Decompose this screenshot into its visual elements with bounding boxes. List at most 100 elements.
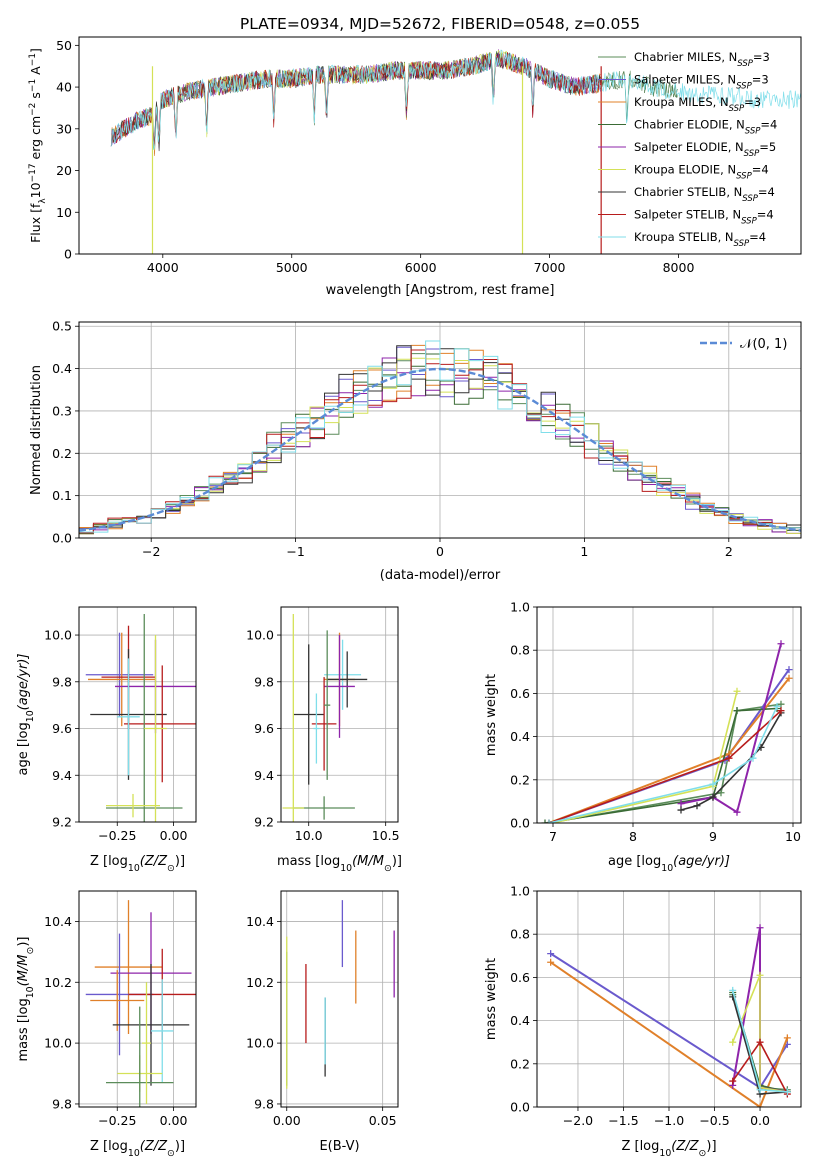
weight-marker: [773, 702, 781, 710]
legend-name: Kroupa STELIB, N: [634, 230, 734, 244]
legend-name: Salpeter ELODIE, N: [634, 140, 744, 154]
legend-entry: Salpeter MILES, NSSP=3: [634, 73, 769, 92]
x-tick-label: −1: [286, 544, 304, 559]
label-part: 10: [25, 986, 36, 998]
x-tick-label: 6000: [405, 260, 437, 275]
panel-spectrum: 4000 5000 6000 7000 8000 0 10 20 30 40 50 wavelengt…: [28, 36, 802, 298]
y-tick-label: 0.1: [52, 488, 72, 503]
x-tick-label: 7000: [534, 260, 566, 275]
axes-frame: [280, 606, 399, 823]
label-part: )]: [16, 937, 31, 947]
gaussian-legend-label: 𝒩(0, 1): [740, 337, 787, 352]
label-part: age [log: [16, 722, 31, 775]
weight-marker: [785, 666, 793, 674]
y-tick-label: 0.0: [510, 816, 530, 831]
weight-line: [548, 706, 778, 823]
legend-name: Kroupa ELODIE, N: [634, 163, 736, 177]
label-part: (M/M: [352, 854, 384, 869]
weight-marker: [547, 950, 555, 958]
y-tick-label: 0.6: [510, 970, 530, 985]
y-tick-label: 10.0: [44, 1036, 72, 1051]
legend-name: Kroupa MILES, N: [634, 95, 729, 109]
legend-name: Salpeter MILES, N: [634, 73, 736, 87]
label-part: )]: [706, 1139, 716, 1154]
y-tick-label: 1.0: [510, 600, 530, 615]
legend-entry: Salpeter STELIB, NSSP=4: [634, 208, 774, 227]
legend-entry: Chabrier ELODIE, NSSP=4: [634, 118, 777, 137]
spectrum-line: [110, 49, 801, 150]
y-tick-label: 0.2: [510, 1056, 530, 1071]
weight-marker: [733, 687, 741, 695]
x-tick-label: 8: [629, 829, 637, 844]
weight-line: [680, 643, 782, 814]
label-part: )]: [392, 854, 402, 869]
label-part: mass [log: [277, 854, 340, 869]
y-tick-label: 10.2: [44, 975, 72, 990]
weight-ylabel: mass weight: [484, 674, 499, 756]
axes-frame: [78, 321, 802, 539]
label-part: ⊙: [25, 947, 36, 955]
label-part: 10: [28, 182, 43, 198]
label-part: (Z/Z: [671, 1139, 699, 1154]
y-tick-label: 0: [64, 247, 72, 262]
label-part: 10: [661, 863, 673, 874]
label-part: ⊙: [699, 1148, 707, 1159]
legend-entry: Salpeter ELODIE, NSSP=5: [634, 140, 776, 159]
weight-marker: [756, 971, 764, 979]
y-tick-label: 10.2: [246, 975, 274, 990]
x-tick-label: 8000: [663, 260, 695, 275]
y-tick-label: 9.8: [254, 1096, 274, 1111]
panel-residuals: −2 −1 0 1 2 0.0 0.1 0.2 0.3 0.4 0.5 (data-model)/er…: [29, 319, 802, 583]
panel-mass-weight-vs-Z: −2.0 −1.5 −1.0 −0.5 0.0 0.0 0.2 0.4 0.6 0.8 1.0 Z […: [484, 884, 802, 1159]
weight-marker: [733, 808, 741, 816]
legend-sub: SSP: [729, 104, 745, 114]
weight-marker: [547, 958, 555, 966]
label-part: Z [log: [90, 1139, 128, 1154]
weight-line: [548, 669, 790, 823]
axes-frame: [536, 606, 802, 824]
weight-marker: [725, 754, 733, 762]
x-tick-label: 4000: [147, 260, 179, 275]
legend-nssp: =5: [759, 140, 776, 154]
weight-marker: [777, 700, 785, 708]
y-tick-label: 0.2: [52, 446, 72, 461]
label-part: 10: [659, 1148, 671, 1159]
legend-sub: SSP: [736, 172, 752, 182]
x-tick-label: −0.25: [98, 828, 136, 843]
label-part: (M/M: [16, 955, 31, 987]
y-tick-label: 9.2: [52, 815, 72, 830]
y-tick-label: 9.4: [254, 768, 274, 783]
axes-frame: [78, 606, 197, 823]
y-tick-label: 9.6: [254, 721, 274, 736]
legend-entry: Kroupa ELODIE, NSSP=4: [634, 163, 769, 182]
legend-nssp: =3: [752, 73, 769, 87]
x-tick-label: 10: [785, 829, 801, 844]
x-tick-label: 5000: [276, 260, 308, 275]
plot-area: [110, 49, 801, 254]
legend-sub: SSP: [737, 59, 753, 69]
legend-nssp: =3: [744, 95, 761, 109]
y-tick-label: 9.2: [254, 815, 274, 830]
y-tick-label: 0.4: [52, 361, 72, 376]
y-tick-label: 9.8: [254, 674, 274, 689]
histogram-series: [79, 340, 801, 533]
legend-entry: Kroupa MILES, NSSP=3: [634, 95, 761, 114]
x-tick-label: 7: [549, 829, 557, 844]
x-tick-label: −0.25: [98, 1113, 136, 1128]
label-part: λ: [38, 198, 48, 204]
y-tick-label: 0.0: [52, 531, 72, 546]
histogram-xlabel: (data-model)/error: [380, 568, 501, 583]
y-tick-label: 10.0: [44, 628, 72, 643]
label-part: A: [28, 66, 43, 79]
weight-marker: [756, 1038, 764, 1046]
x-tick-label: −1.0: [654, 1113, 684, 1128]
y-tick-label: 50: [56, 38, 72, 53]
axes-frame: [536, 890, 802, 1108]
label-part: 10: [128, 1148, 140, 1159]
histogram-ylabel: Normed distribution: [29, 365, 44, 495]
spectrum-ylabel: Flux [fλ10−17 erg cm−2 s−1 A−1]: [28, 48, 48, 243]
weight-line: [548, 710, 782, 823]
weight-marker: [785, 674, 793, 682]
y-tick-label: 0.4: [510, 1013, 530, 1028]
